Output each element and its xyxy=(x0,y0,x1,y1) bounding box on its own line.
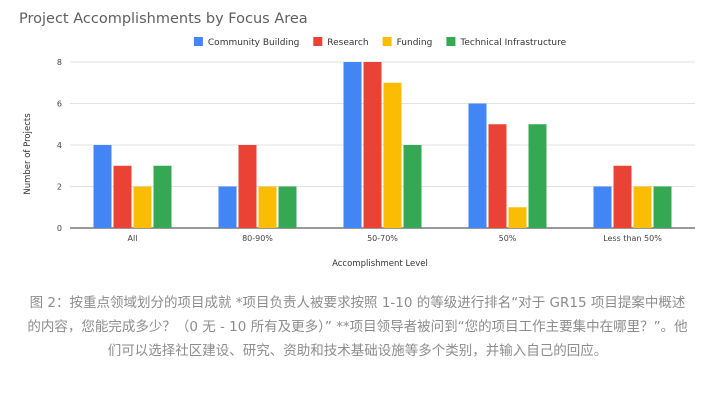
legend-label: Community Building xyxy=(208,38,299,48)
y-tick-label: 6 xyxy=(57,100,62,109)
legend-item: Funding xyxy=(382,37,433,48)
bar-technical-infrastructure-3 xyxy=(528,124,547,228)
bar-funding-0 xyxy=(133,186,152,228)
bar-research-4 xyxy=(613,165,632,228)
y-tick-label: 4 xyxy=(57,141,62,150)
chart-legend: Community Building Research Funding Technic… xyxy=(193,37,567,48)
bar-research-1 xyxy=(238,145,257,228)
bar-technical-infrastructure-0 xyxy=(153,165,172,228)
x-axis-title: Accomplishment Level xyxy=(332,259,428,269)
bar-chart: Project Accomplishments by Focus Area Co… xyxy=(19,11,695,269)
y-tick-label: 0 xyxy=(57,224,62,233)
bar-community-building-4 xyxy=(593,186,612,228)
x-tick-label: All xyxy=(128,234,138,243)
bar-funding-3 xyxy=(508,207,527,228)
figure-caption: 图 2：按重点领域划分的项目成就 *项目负责人被要求按照 1-10 的等级进行排… xyxy=(27,295,688,359)
chart-canvas: Project Accomplishments by Focus Area Co… xyxy=(19,11,695,269)
y-axis-title: Number of Projects xyxy=(23,113,33,195)
bar-research-0 xyxy=(113,165,132,228)
y-axis-ticks: 0 2 4 6 8 xyxy=(57,58,62,233)
legend-label: Research xyxy=(327,38,368,48)
bar-technical-infrastructure-2 xyxy=(403,145,422,228)
legend-item: Technical Infrastructure xyxy=(446,37,567,48)
legend-label: Technical Infrastructure xyxy=(459,38,566,48)
legend-swatch xyxy=(446,37,456,46)
x-tick-label: 80-90% xyxy=(242,234,273,243)
legend-swatch xyxy=(193,37,203,46)
bar-community-building-2 xyxy=(343,62,362,228)
bar-community-building-1 xyxy=(218,186,237,228)
y-tick-label: 2 xyxy=(57,183,62,192)
bar-funding-2 xyxy=(383,82,402,228)
bar-funding-4 xyxy=(633,186,652,228)
gridlines xyxy=(70,61,695,229)
x-axis-ticks: All 80-90% 50-70% 50% Less than 50% xyxy=(128,234,663,243)
legend-item: Community Building xyxy=(193,37,299,48)
legend-label: Funding xyxy=(397,38,433,48)
bar-technical-infrastructure-1 xyxy=(278,186,297,228)
bar-community-building-3 xyxy=(468,103,487,228)
bar-research-2 xyxy=(363,62,382,228)
x-tick-label: 50-70% xyxy=(367,234,398,243)
bar-technical-infrastructure-4 xyxy=(653,186,672,228)
legend-swatch xyxy=(382,37,392,46)
x-tick-label: Less than 50% xyxy=(603,234,662,243)
bar-community-building-0 xyxy=(93,145,112,228)
chart-title: Project Accomplishments by Focus Area xyxy=(19,11,308,27)
bar-funding-1 xyxy=(258,186,277,228)
bars xyxy=(93,62,672,228)
bar-research-3 xyxy=(488,124,507,228)
x-tick-label: 50% xyxy=(499,234,517,243)
y-tick-label: 8 xyxy=(57,58,62,67)
legend-item: Research xyxy=(313,37,369,48)
legend-swatch xyxy=(313,37,323,46)
